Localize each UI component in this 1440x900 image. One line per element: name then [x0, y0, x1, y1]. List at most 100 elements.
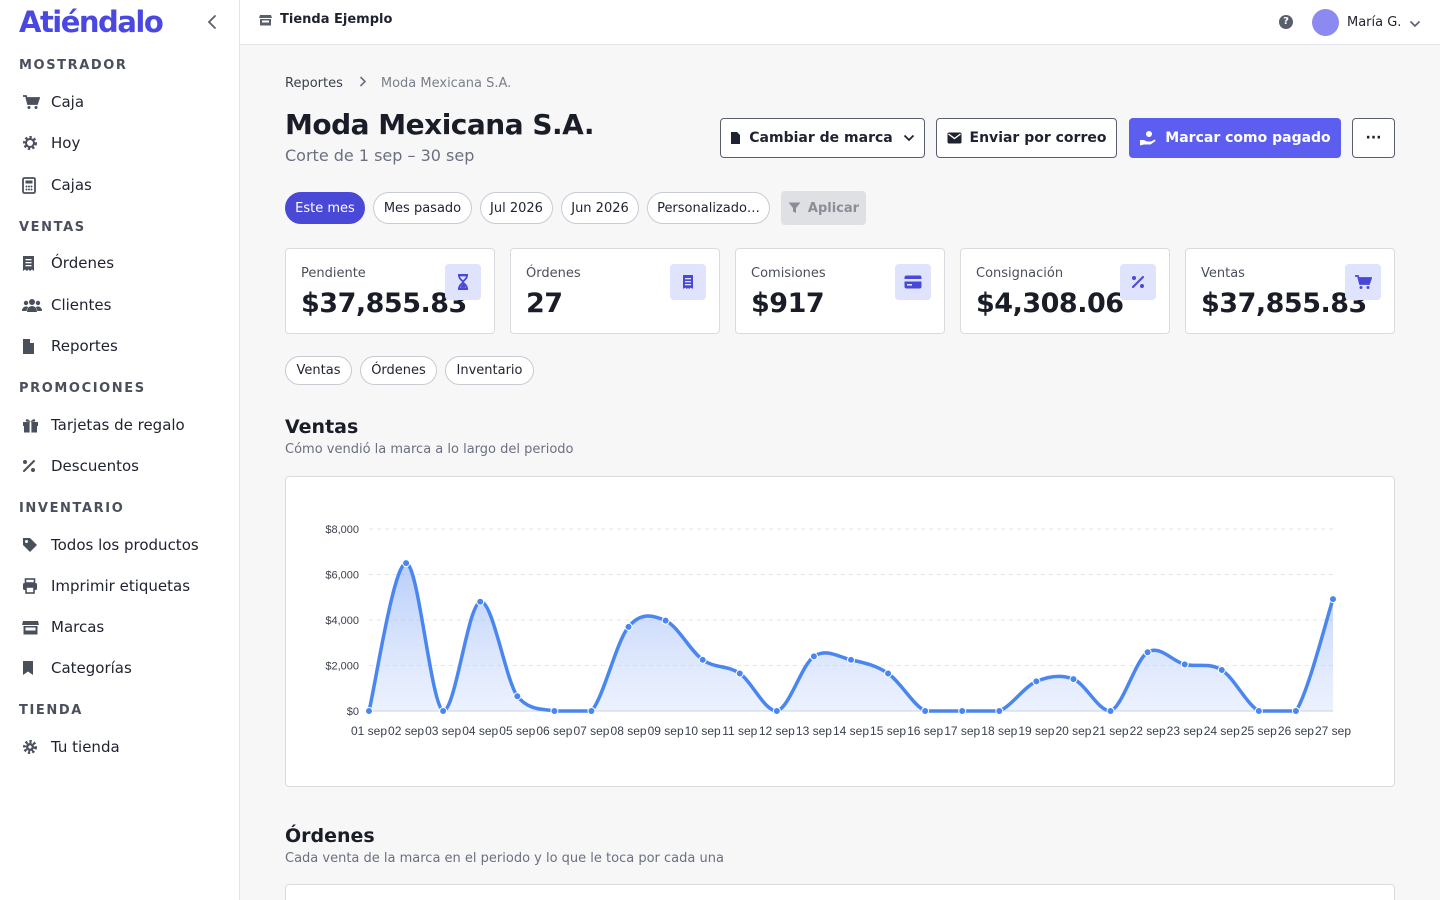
- x-tick-label: 15 sep: [870, 724, 906, 738]
- cart-icon: [22, 93, 44, 111]
- x-tick-label: 22 sep: [1130, 724, 1166, 738]
- section-title-promociones: PROMOCIONES: [19, 381, 146, 396]
- y-tick-label: $0: [347, 706, 359, 718]
- sidebar-item-todos-los-productos[interactable]: Todos los productos: [19, 529, 224, 561]
- sales-point: [698, 655, 707, 664]
- filter-personalizado[interactable]: Personalizado…: [647, 192, 770, 224]
- sidebar-item-imprimir-etiquetas[interactable]: Imprimir etiquetas: [19, 570, 224, 602]
- store-icon: [22, 618, 44, 636]
- stat-label: Comisiones: [751, 266, 826, 281]
- sidebar-item-caja[interactable]: Caja: [19, 86, 224, 118]
- section-title-ventas: VENTAS: [19, 220, 86, 235]
- sales-point: [1069, 675, 1078, 684]
- sidebar-item-label: Cajas: [51, 176, 92, 194]
- sales-chart: $0 $2,000 $4,000 $6,000 $8,000 01 sep 02 sep 03…: [285, 476, 1395, 787]
- topbar: Tienda Ejemplo ? María G.: [240, 0, 1440, 45]
- stat-card-ventas: Ventas $37,855.83: [1185, 248, 1395, 334]
- send-email-button[interactable]: Enviar por correo: [936, 118, 1117, 158]
- x-tick-label: 03 sep: [425, 724, 461, 738]
- percent-icon: [22, 457, 44, 475]
- sidebar-item-reportes[interactable]: Reportes: [19, 330, 224, 362]
- breadcrumb-reportes[interactable]: Reportes: [285, 76, 343, 91]
- hand-coin-icon: [1139, 130, 1157, 146]
- x-tick-label: 07 sep: [573, 724, 609, 738]
- percent-icon: [1120, 264, 1156, 300]
- x-tick-label: 12 sep: [759, 724, 795, 738]
- x-tick-label: 25 sep: [1241, 724, 1277, 738]
- sidebar-item-label: Órdenes: [51, 254, 115, 272]
- sidebar-item-hoy[interactable]: Hoy: [19, 127, 224, 159]
- app-logo[interactable]: Atiéndalo: [19, 5, 164, 39]
- x-tick-label: 16 sep: [907, 724, 943, 738]
- sales-point: [847, 655, 855, 664]
- y-tick-label: $4,000: [325, 615, 359, 627]
- stat-card-pendiente: Pendiente $37,855.83: [285, 248, 495, 334]
- tab-ventas[interactable]: Ventas: [285, 356, 352, 385]
- sales-point: [921, 707, 930, 715]
- sales-point: [1180, 660, 1189, 669]
- tab-ordenes[interactable]: Órdenes: [360, 356, 437, 385]
- sidebar-item-descuentos[interactable]: Descuentos: [19, 450, 224, 482]
- sidebar-item-cajas[interactable]: Cajas: [19, 169, 224, 201]
- x-tick-label: 27 sep: [1315, 724, 1351, 738]
- apply-filter-button[interactable]: Aplicar: [781, 191, 866, 225]
- sidebar-item-categorias[interactable]: Categorías: [19, 652, 224, 684]
- sales-section-title: Ventas: [285, 416, 359, 438]
- sidebar-item-clientes[interactable]: Clientes: [19, 289, 224, 321]
- tag-icon: [22, 536, 44, 554]
- sidebar: Atiéndalo MOSTRADOR Caja Hoy Cajas VENTA…: [0, 0, 240, 900]
- gift-icon: [22, 416, 44, 434]
- sidebar-item-tarjetas-de-regalo[interactable]: Tarjetas de regalo: [19, 409, 224, 441]
- stat-value: $37,855.83: [301, 288, 467, 319]
- sales-point: [1106, 707, 1115, 715]
- sales-point: [476, 597, 485, 606]
- page-title: Moda Mexicana S.A.: [285, 108, 595, 141]
- sidebar-item-ordenes[interactable]: Órdenes: [19, 247, 224, 279]
- user-menu[interactable]: María G.: [1312, 9, 1421, 36]
- sales-point: [1254, 707, 1263, 715]
- filter-icon: [788, 202, 801, 214]
- sidebar-item-label: Descuentos: [51, 457, 139, 475]
- sales-chart-svg: $0 $2,000 $4,000 $6,000 $8,000 01 sep 02 sep 03…: [325, 524, 1351, 738]
- store-selector[interactable]: Tienda Ejemplo: [259, 12, 392, 27]
- tab-inventario[interactable]: Inventario: [445, 356, 534, 385]
- sales-section-description: Cómo vendió la marca a lo largo del peri…: [285, 442, 574, 457]
- sidebar-item-label: Todos los productos: [51, 536, 199, 554]
- x-tick-label: 10 sep: [685, 724, 721, 738]
- stat-label: Pendiente: [301, 266, 366, 281]
- x-tick-label: 01 sep: [351, 724, 387, 738]
- sidebar-item-label: Tarjetas de regalo: [51, 416, 185, 434]
- hourglass-icon: [445, 264, 481, 300]
- more-options-button[interactable]: ···: [1352, 118, 1395, 158]
- sales-point: [439, 707, 448, 715]
- calculator-icon: [22, 176, 44, 194]
- store-name: Tienda Ejemplo: [280, 12, 393, 27]
- page-subtitle: Corte de 1 sep – 30 sep: [285, 146, 475, 165]
- document-icon: [730, 131, 741, 145]
- sales-point: [513, 692, 522, 701]
- filter-mes-pasado[interactable]: Mes pasado: [373, 192, 472, 224]
- y-tick-label: $6,000: [325, 570, 359, 582]
- orders-section-title: Órdenes: [285, 825, 375, 847]
- y-tick-label: $2,000: [325, 661, 359, 673]
- stat-value: 27: [526, 288, 563, 319]
- help-icon[interactable]: ?: [1279, 15, 1293, 29]
- printer-icon: [22, 577, 44, 595]
- cart-icon: [1345, 264, 1381, 300]
- sidebar-item-label: Reportes: [51, 337, 118, 355]
- change-brand-button[interactable]: Cambiar de marca: [720, 118, 925, 158]
- sidebar-item-label: Categorías: [51, 659, 132, 677]
- collapse-sidebar-icon[interactable]: [202, 12, 222, 32]
- sidebar-item-tu-tienda[interactable]: Tu tienda: [19, 731, 224, 763]
- x-tick-label: 13 sep: [796, 724, 832, 738]
- filter-jul-2026[interactable]: Jul 2026: [480, 192, 553, 224]
- mark-paid-button[interactable]: Marcar como pagado: [1129, 118, 1341, 158]
- filter-este-mes[interactable]: Este mes: [285, 192, 365, 224]
- sales-point: [995, 707, 1004, 715]
- stat-value: $37,855.83: [1201, 288, 1367, 319]
- sales-point: [550, 707, 559, 715]
- filter-jun-2026[interactable]: Jun 2026: [561, 192, 639, 224]
- sidebar-item-marcas[interactable]: Marcas: [19, 611, 224, 643]
- sales-point: [587, 707, 596, 715]
- sidebar-item-label: Imprimir etiquetas: [51, 577, 191, 595]
